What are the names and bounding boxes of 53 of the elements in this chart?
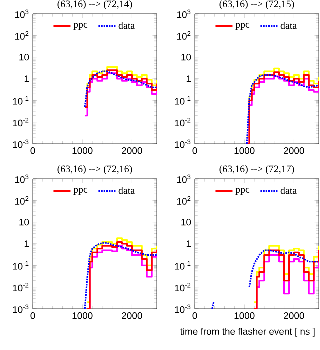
x-tick-label: 1000 (72, 148, 93, 154)
y-tick-label: 10$^{2}$ (15, 31, 29, 40)
x-tick-label: 2000 (284, 148, 304, 154)
x-tick-label: 0 (192, 148, 198, 154)
chart-title: (63,16) --> (72,15) (220, 0, 294, 10)
y-tick-label: 10$^{-1}$ (13, 96, 29, 105)
legend-label: data (280, 187, 297, 194)
x-tick-label: 0 (192, 312, 198, 320)
chart-title: (63,16) --> (72,14) (58, 0, 132, 10)
y-tick-label: 10$^{-3}$ (13, 304, 29, 314)
x-tick-label: 1000 (234, 148, 255, 154)
y-tick-label: 10$^{-3}$ (13, 140, 29, 148)
y-tick-label: 10$^{2}$ (177, 196, 191, 205)
y-tick-label: 10$^{2}$ (15, 196, 29, 205)
y-tick-label: 10$^{3}$ (177, 10, 191, 18)
legend-label: data (280, 22, 297, 30)
y-tick-label: 10 (20, 54, 30, 61)
y-tick-label: 10$^{-2}$ (13, 118, 29, 127)
x-tick-label: 0 (30, 148, 36, 154)
y-tick-label: 10 (182, 54, 192, 61)
y-tick-label: 1 (24, 240, 30, 248)
x-tick-label: 0 (30, 312, 36, 320)
y-tick-label: 10$^{-1}$ (13, 261, 29, 270)
legend-label: ppc (74, 188, 88, 196)
x-tick-label: 2000 (122, 148, 142, 154)
x-axis-title: time from the flasher event [ ns ] (180, 328, 315, 337)
y-tick-label: 10$^{-2}$ (175, 118, 191, 127)
legend-label: ppc (236, 188, 250, 196)
y-tick-label: 10$^{-2}$ (175, 283, 191, 292)
chart-title: (63,16) --> (72,17) (220, 165, 294, 175)
legend-label: ppc (236, 23, 250, 30)
y-tick-label: 10$^{3}$ (15, 174, 29, 184)
y-tick-label: 10$^{-1}$ (175, 261, 191, 270)
y-tick-label: 10 (20, 218, 30, 226)
y-tick-label: 1 (186, 240, 192, 248)
legend-label: data (118, 187, 135, 194)
x-tick-label: 2000 (122, 312, 142, 320)
x-tick-label: 2000 (284, 312, 304, 320)
x-tick-label: 1000 (72, 312, 93, 320)
legend-label: data (118, 22, 135, 30)
chart-title: (63,16) --> (72,16) (58, 165, 132, 175)
y-tick-label: 10 (182, 218, 192, 226)
legend-label: ppc (74, 23, 88, 30)
x-tick-label: 1000 (234, 312, 255, 320)
y-tick-label: 10$^{-3}$ (175, 304, 191, 314)
y-tick-label: 10$^{3}$ (177, 174, 191, 184)
y-tick-label: 10$^{-1}$ (175, 96, 191, 105)
y-tick-label: 10$^{3}$ (15, 10, 29, 18)
y-tick-label: 1 (186, 76, 192, 82)
y-tick-label: 10$^{2}$ (177, 31, 191, 40)
y-tick-label: 10$^{-3}$ (175, 140, 191, 148)
y-tick-label: 10$^{-2}$ (13, 283, 29, 292)
y-tick-label: 1 (24, 76, 30, 82)
